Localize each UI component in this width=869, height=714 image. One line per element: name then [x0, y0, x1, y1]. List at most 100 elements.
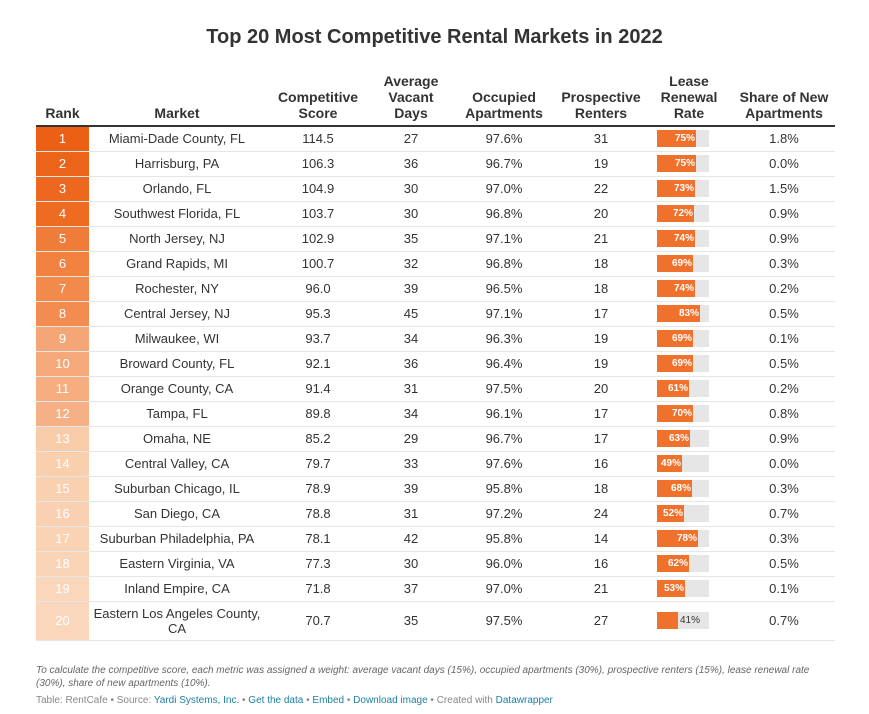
share-new-apartments-cell: 0.5% — [733, 551, 835, 577]
competitive-score-cell: 78.8 — [265, 501, 371, 527]
prospective-renters-cell: 27 — [557, 601, 645, 641]
renewal-bar-label: 41% — [680, 615, 701, 626]
table-row: 17 Suburban Philadelphia, PA 78.1 42 95.8% 14… — [36, 526, 835, 552]
competitive-score-cell: 114.5 — [265, 126, 371, 152]
renewal-bar-track: 75% — [657, 155, 709, 172]
prospective-renters-cell: 20 — [557, 376, 645, 402]
renewal-bar — [657, 455, 682, 472]
lease-renewal-rate-cell: 83% — [645, 301, 733, 327]
table-row: 4 Southwest Florida, FL 103.7 30 96.8% 20 72% 0… — [36, 201, 835, 227]
share-new-apartments-cell: 0.5% — [733, 301, 835, 327]
vacant-days-cell: 34 — [371, 326, 451, 352]
renewal-bar-track: 68% — [657, 480, 709, 497]
rank-cell: 15 — [36, 476, 89, 502]
header-prospective-renters[interactable]: Prospective Renters — [557, 72, 645, 127]
market-cell: Eastern Virginia, VA — [89, 551, 265, 577]
header-share-of-new-apartments[interactable]: Share of New Apartments — [733, 72, 835, 127]
vacant-days-cell: 36 — [371, 151, 451, 177]
prospective-renters-cell: 19 — [557, 351, 645, 377]
renewal-bar — [657, 555, 689, 572]
vacant-days-cell: 30 — [371, 201, 451, 227]
get-data-link[interactable]: Get the data — [248, 695, 304, 706]
vacant-days-cell: 34 — [371, 401, 451, 427]
header-competitive-score[interactable]: Competitive Score — [265, 72, 371, 127]
lease-renewal-rate-cell: 70% — [645, 401, 733, 427]
rental-markets-table: Rank Market Competitive Score Average Va… — [36, 72, 835, 641]
vacant-days-cell: 36 — [371, 351, 451, 377]
header-row: Rank Market Competitive Score Average Va… — [36, 72, 835, 127]
prospective-renters-cell: 22 — [557, 176, 645, 202]
share-new-apartments-cell: 0.2% — [733, 376, 835, 402]
rank-cell: 5 — [36, 226, 89, 252]
competitive-score-cell: 78.9 — [265, 476, 371, 502]
datawrapper-link[interactable]: Datawrapper — [495, 695, 553, 706]
renewal-bar-track: 41% — [657, 612, 709, 629]
vacant-days-cell: 31 — [371, 501, 451, 527]
table-row: 13 Omaha, NE 85.2 29 96.7% 17 63% 0.9% — [36, 426, 835, 452]
competitive-score-cell: 85.2 — [265, 426, 371, 452]
occupied-apartments-cell: 96.8% — [451, 201, 557, 227]
renewal-bar-label: 63% — [669, 433, 690, 444]
header-lease-renewal-rate[interactable]: Lease Renewal Rate — [645, 72, 733, 127]
rank-cell: 14 — [36, 451, 89, 477]
header-average-vacant-days[interactable]: Average Vacant Days — [371, 72, 451, 127]
header-occupied-apartments[interactable]: Occupied Apartments — [451, 72, 557, 127]
lease-renewal-rate-cell: 41% — [645, 601, 733, 641]
rank-cell: 4 — [36, 201, 89, 227]
lease-renewal-rate-cell: 69% — [645, 251, 733, 277]
lease-renewal-rate-cell: 68% — [645, 476, 733, 502]
renewal-bar-label: 75% — [675, 133, 696, 145]
table-row: 5 North Jersey, NJ 102.9 35 97.1% 21 74% 0.9% — [36, 226, 835, 252]
competitive-score-cell: 78.1 — [265, 526, 371, 552]
market-cell: Central Jersey, NJ — [89, 301, 265, 327]
occupied-apartments-cell: 96.5% — [451, 276, 557, 302]
header-market[interactable]: Market — [89, 72, 265, 127]
occupied-apartments-cell: 97.1% — [451, 301, 557, 327]
prospective-renters-cell: 19 — [557, 151, 645, 177]
prospective-renters-cell: 17 — [557, 426, 645, 452]
occupied-apartments-cell: 95.8% — [451, 526, 557, 552]
lease-renewal-rate-cell: 61% — [645, 376, 733, 402]
renewal-bar-track: 69% — [657, 330, 709, 347]
lease-renewal-rate-cell: 53% — [645, 576, 733, 602]
renewal-bar-track: 53% — [657, 580, 709, 597]
footer-separator: • — [239, 695, 249, 706]
renewal-bar-label: 68% — [671, 483, 692, 494]
share-new-apartments-cell: 0.8% — [733, 401, 835, 427]
share-new-apartments-cell: 0.3% — [733, 526, 835, 552]
embed-link[interactable]: Embed — [312, 695, 345, 706]
lease-renewal-rate-cell: 75% — [645, 126, 733, 152]
renewal-bar-label: 52% — [663, 508, 684, 519]
market-cell: San Diego, CA — [89, 501, 265, 527]
renewal-bar — [657, 380, 689, 397]
rank-cell: 8 — [36, 301, 89, 327]
source-link[interactable]: Yardi Systems, Inc. — [153, 695, 240, 706]
rank-cell: 20 — [36, 601, 89, 641]
market-cell: Omaha, NE — [89, 426, 265, 452]
vacant-days-cell: 35 — [371, 601, 451, 641]
vacant-days-cell: 45 — [371, 301, 451, 327]
market-cell: Milwaukee, WI — [89, 326, 265, 352]
vacant-days-cell: 29 — [371, 426, 451, 452]
renewal-bar — [657, 330, 693, 347]
competitive-score-cell: 100.7 — [265, 251, 371, 277]
share-new-apartments-cell: 0.3% — [733, 251, 835, 277]
renewal-bar — [657, 305, 700, 322]
occupied-apartments-cell: 97.6% — [451, 126, 557, 152]
market-cell: Inland Empire, CA — [89, 576, 265, 602]
table-row: 16 San Diego, CA 78.8 31 97.2% 24 52% 0.7% — [36, 501, 835, 527]
download-image-link[interactable]: Download image — [353, 695, 428, 706]
share-new-apartments-cell: 0.7% — [733, 501, 835, 527]
prospective-renters-cell: 31 — [557, 126, 645, 152]
vacant-days-cell: 30 — [371, 176, 451, 202]
occupied-apartments-cell: 96.0% — [451, 551, 557, 577]
header-rank[interactable]: Rank — [36, 72, 89, 127]
prospective-renters-cell: 16 — [557, 451, 645, 477]
footer: Table: RentCafe • Source: Yardi Systems,… — [36, 695, 553, 706]
footer-created-with: • Created with — [427, 695, 496, 706]
renewal-bar — [657, 155, 696, 172]
prospective-renters-cell: 16 — [557, 551, 645, 577]
table-row: 3 Orlando, FL 104.9 30 97.0% 22 73% 1.5% — [36, 176, 835, 202]
renewal-bar-track: 52% — [657, 505, 709, 522]
share-new-apartments-cell: 0.0% — [733, 151, 835, 177]
